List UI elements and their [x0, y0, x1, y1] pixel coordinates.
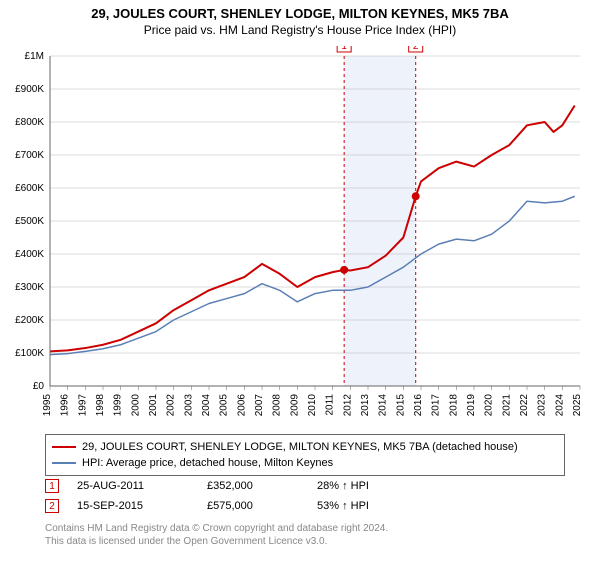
svg-text:2005: 2005 [219, 394, 230, 417]
svg-text:2000: 2000 [130, 394, 141, 417]
svg-text:2022: 2022 [519, 394, 530, 417]
page-title: 29, JOULES COURT, SHENLEY LODGE, MILTON … [0, 6, 600, 21]
svg-text:2009: 2009 [289, 394, 300, 417]
legend: 29, JOULES COURT, SHENLEY LODGE, MILTON … [45, 434, 565, 476]
svg-text:£1M: £1M [25, 51, 44, 62]
footer: Contains HM Land Registry data © Crown c… [45, 522, 388, 548]
svg-text:1995: 1995 [42, 394, 53, 417]
svg-text:2016: 2016 [413, 394, 424, 417]
footer-line-1: Contains HM Land Registry data © Crown c… [45, 522, 388, 535]
sale-marker-1: 1 [45, 479, 59, 493]
svg-text:£900K: £900K [15, 84, 44, 95]
sale-marker-2: 2 [45, 499, 59, 513]
svg-text:£300K: £300K [15, 282, 44, 293]
svg-text:2019: 2019 [466, 394, 477, 417]
svg-text:£0: £0 [33, 381, 45, 392]
svg-text:£800K: £800K [15, 117, 44, 128]
svg-text:2018: 2018 [448, 394, 459, 417]
sale-date-2: 15-SEP-2015 [77, 500, 207, 512]
svg-text:2010: 2010 [307, 394, 318, 417]
sale-price-1: £352,000 [207, 480, 317, 492]
legend-label-property: 29, JOULES COURT, SHENLEY LODGE, MILTON … [82, 441, 518, 453]
legend-swatch-hpi [52, 462, 76, 464]
svg-text:2024: 2024 [554, 394, 565, 417]
svg-text:2020: 2020 [484, 394, 495, 417]
svg-text:2002: 2002 [166, 394, 177, 417]
svg-text:1: 1 [341, 46, 347, 52]
svg-text:£200K: £200K [15, 315, 44, 326]
svg-text:1998: 1998 [95, 394, 106, 417]
chart-container: 29, JOULES COURT, SHENLEY LODGE, MILTON … [0, 6, 600, 566]
svg-text:2012: 2012 [342, 394, 353, 417]
svg-text:2014: 2014 [378, 394, 389, 417]
sale-date-1: 25-AUG-2011 [77, 480, 207, 492]
sale-row-2: 2 15-SEP-2015 £575,000 53% ↑ HPI [45, 496, 417, 516]
svg-text:1997: 1997 [77, 394, 88, 417]
svg-text:£700K: £700K [15, 150, 44, 161]
svg-text:2011: 2011 [325, 394, 336, 416]
svg-text:2001: 2001 [148, 394, 159, 417]
svg-text:2021: 2021 [501, 394, 512, 417]
sale-delta-2: 53% ↑ HPI [317, 500, 417, 512]
footer-line-2: This data is licensed under the Open Gov… [45, 535, 388, 548]
svg-text:2: 2 [413, 46, 419, 52]
page-subtitle: Price paid vs. HM Land Registry's House … [0, 23, 600, 37]
svg-text:2006: 2006 [236, 394, 247, 417]
svg-text:£100K: £100K [15, 348, 44, 359]
svg-text:2007: 2007 [254, 394, 265, 417]
svg-text:£600K: £600K [15, 183, 44, 194]
sale-row-1: 1 25-AUG-2011 £352,000 28% ↑ HPI [45, 476, 417, 496]
svg-text:2025: 2025 [572, 394, 583, 417]
sale-price-2: £575,000 [207, 500, 317, 512]
chart: £0 £100K £200K £300K £400K £500K £600K £700K £80… [0, 46, 600, 426]
svg-text:£400K: £400K [15, 249, 44, 260]
sale-delta-1: 28% ↑ HPI [317, 480, 417, 492]
svg-text:£500K: £500K [15, 216, 44, 227]
svg-text:1999: 1999 [113, 394, 124, 417]
legend-row-property: 29, JOULES COURT, SHENLEY LODGE, MILTON … [52, 439, 558, 455]
svg-text:2015: 2015 [395, 394, 406, 417]
legend-swatch-property [52, 446, 76, 448]
sales-table: 1 25-AUG-2011 £352,000 28% ↑ HPI 2 15-SE… [45, 476, 417, 516]
svg-text:2008: 2008 [272, 394, 283, 417]
svg-text:2023: 2023 [537, 394, 548, 417]
legend-label-hpi: HPI: Average price, detached house, Milt… [82, 457, 333, 469]
legend-row-hpi: HPI: Average price, detached house, Milt… [52, 455, 558, 471]
svg-text:2013: 2013 [360, 394, 371, 417]
svg-text:2003: 2003 [183, 394, 194, 417]
svg-text:2017: 2017 [431, 394, 442, 417]
svg-text:1996: 1996 [60, 394, 71, 417]
svg-text:2004: 2004 [201, 394, 212, 417]
